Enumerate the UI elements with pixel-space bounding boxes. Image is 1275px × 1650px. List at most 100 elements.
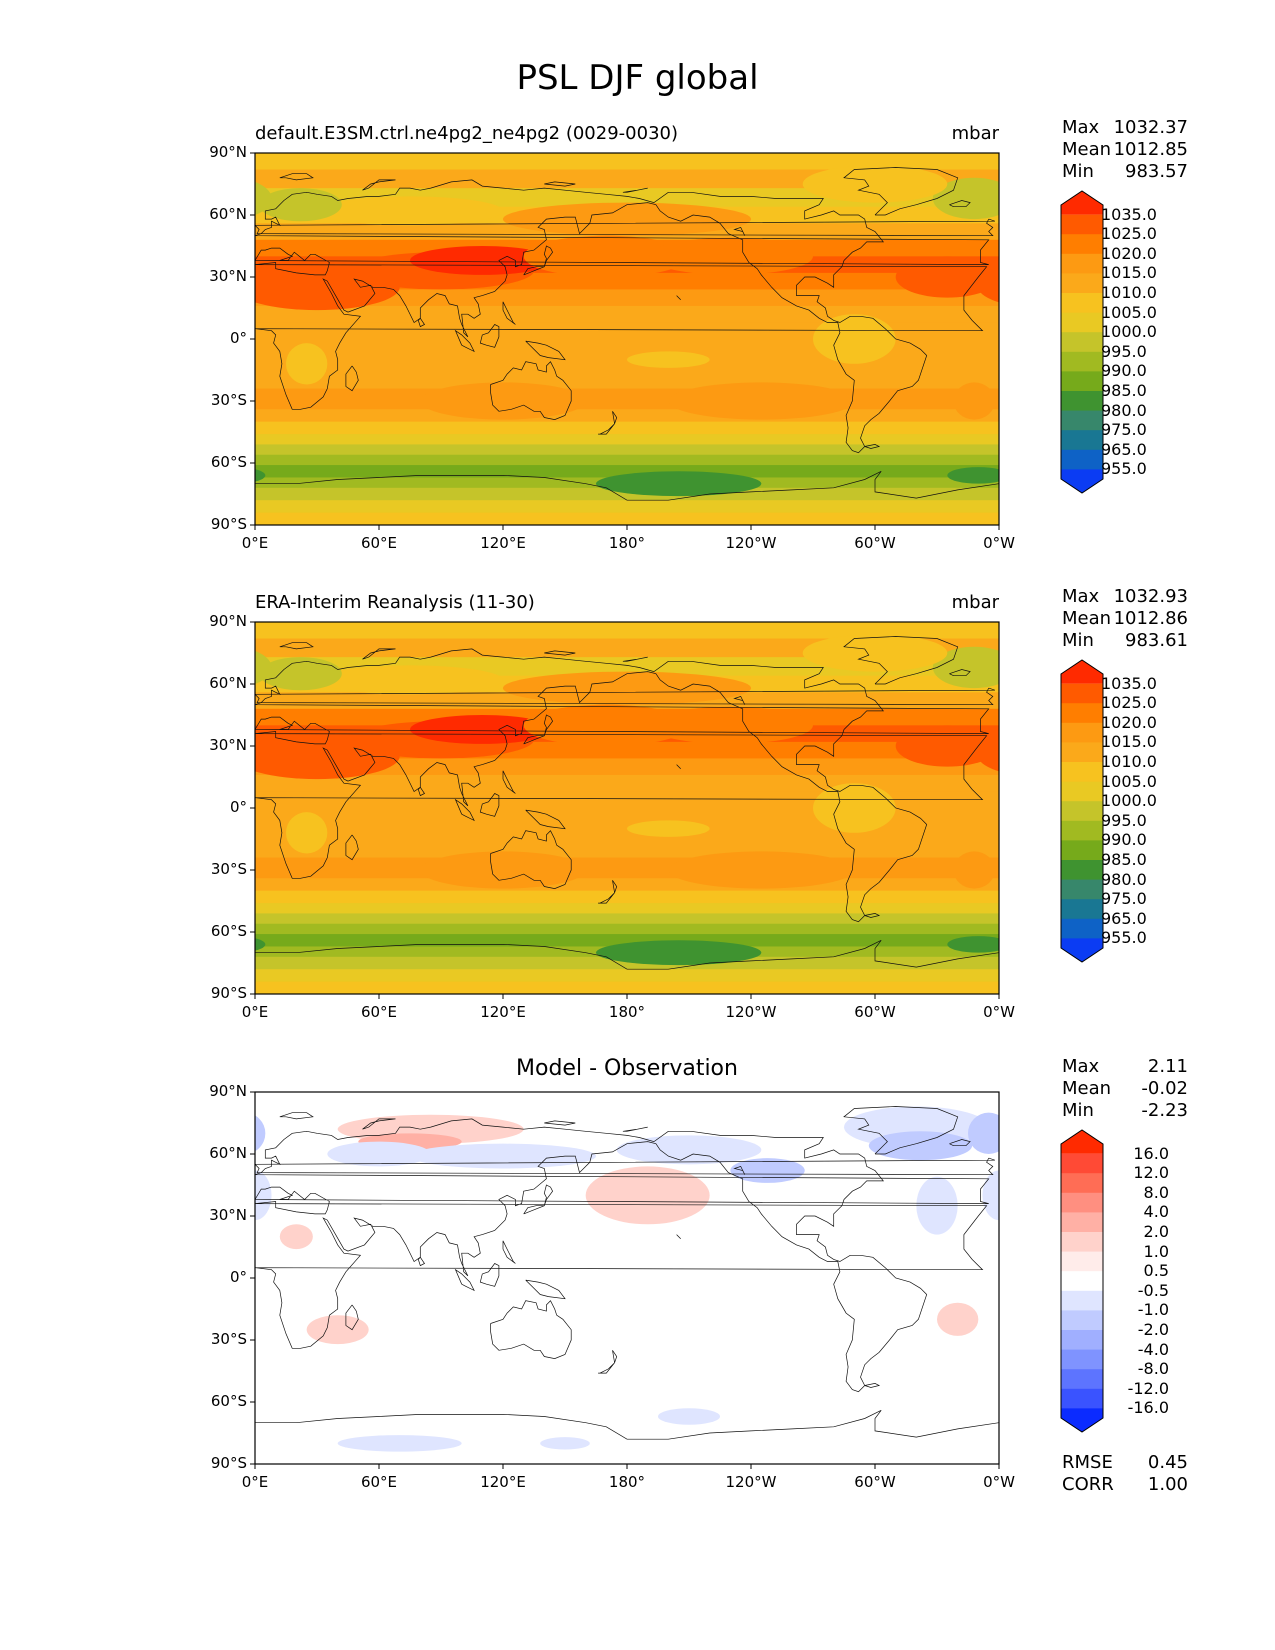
coastline — [255, 1118, 990, 1393]
coastline — [843, 167, 959, 216]
contour-region — [69, 783, 152, 833]
colorbar-tick-label: 8.0 — [1143, 1182, 1169, 1202]
coastline — [255, 218, 996, 237]
lat-tick-label: 30°S — [210, 860, 247, 878]
stat-value: 1032.37 — [1113, 117, 1188, 138]
colorbar-segment — [1061, 1290, 1103, 1311]
stat-row: Min -2.23 — [1062, 1100, 1188, 1122]
panel-units: mbar — [951, 123, 999, 144]
contour-band — [255, 153, 999, 171]
colorbar-segment — [1061, 840, 1103, 861]
contour-region — [947, 467, 999, 484]
colorbar — [1060, 190, 1104, 494]
stat-row: Max 1032.93 — [1062, 586, 1188, 608]
coastline — [255, 470, 999, 501]
contour-region — [1164, 851, 1275, 888]
contour-band — [255, 913, 999, 925]
contour-region — [730, 1158, 805, 1183]
colorbar-tick-label: -0.5 — [1137, 1280, 1169, 1300]
contour-region — [802, 165, 948, 203]
lon-tick-label: 0°E — [241, 1473, 269, 1491]
coastline — [864, 913, 881, 918]
contour-region — [585, 1166, 710, 1225]
stat-label: Max — [1062, 586, 1100, 607]
stat-row: Mean -0.02 — [1062, 1078, 1188, 1100]
contour-region — [1164, 382, 1275, 419]
contour-region — [953, 382, 995, 420]
colorbar-tick-label: 990.0 — [1101, 830, 1147, 850]
colorbar-segment — [1061, 1251, 1103, 1272]
colorbar-tick-label: 985.0 — [1101, 850, 1147, 869]
lat-tick-label: 30°N — [209, 1206, 247, 1224]
stat-row: RMSE 0.45 — [1062, 1452, 1188, 1474]
lat-tick-label: 60°N — [209, 205, 247, 223]
colorbar-segment — [1061, 1369, 1103, 1390]
contour-region — [503, 671, 751, 705]
lat-tick-label: 60°S — [210, 453, 247, 471]
stat-row: CORR 1.00 — [1062, 1474, 1188, 1496]
contour-region — [0, 851, 110, 888]
stat-value: 0.45 — [1147, 1452, 1188, 1473]
coastline — [362, 179, 396, 191]
contour-band — [255, 487, 999, 501]
coastline — [479, 793, 500, 817]
colorbar-segment — [1061, 234, 1103, 255]
lon-tick-label: 120°E — [480, 534, 526, 552]
colorbar-tick-label: 1000.0 — [1101, 791, 1157, 811]
contour-region — [0, 1158, 61, 1183]
lat-tick-label: 30°N — [209, 267, 247, 285]
stat-row: Min 983.61 — [1062, 630, 1188, 652]
coastline — [843, 1106, 959, 1155]
coastline — [417, 1256, 426, 1267]
contour-region — [306, 1315, 369, 1345]
contour-band — [255, 347, 999, 369]
stat-value: -2.23 — [1141, 1100, 1188, 1121]
colorbar-tick-label: 4.0 — [1143, 1202, 1169, 1222]
colorbar-tick-label: 0.5 — [1143, 1261, 1169, 1281]
contour-band — [255, 434, 999, 445]
lat-tick-label: 90°S — [210, 515, 247, 533]
colorbar-segment — [1061, 391, 1103, 412]
stat-value: 2.11 — [1147, 1056, 1188, 1077]
colorbar — [1060, 1129, 1104, 1433]
contour-band — [255, 774, 999, 792]
colorbar-segment — [1061, 1130, 1103, 1154]
contour-band — [255, 409, 999, 423]
map-panel-reference — [0, 621, 1275, 999]
coastline — [622, 656, 648, 662]
colorbar-segment — [1061, 273, 1103, 294]
contour-band — [255, 890, 999, 904]
colorbar-segment — [1061, 938, 1103, 962]
contour-region — [813, 783, 896, 833]
coastline — [255, 1157, 996, 1176]
contour-band — [255, 816, 999, 838]
contour-region — [0, 672, 7, 705]
colorbar-segment — [1061, 1153, 1103, 1174]
coastline — [523, 1184, 554, 1215]
colorbar-tick-label: 16.0 — [1133, 1143, 1169, 1163]
lon-tick-label: 180° — [608, 1003, 646, 1021]
coastline — [479, 324, 500, 348]
stat-value: 1.00 — [1147, 1474, 1188, 1495]
contour-region — [317, 665, 503, 695]
colorbar-segment — [1061, 449, 1103, 470]
contour-region — [968, 1112, 999, 1154]
coastline — [345, 365, 359, 392]
contour-region — [627, 351, 710, 368]
map-panel-test — [250, 152, 1275, 530]
coastline — [622, 1126, 648, 1132]
contour-fill — [255, 153, 1275, 525]
lon-tick-label: 0°E — [241, 534, 269, 552]
lat-tick-label: 60°S — [210, 922, 247, 940]
coastline — [279, 642, 314, 650]
contour-band — [255, 981, 999, 994]
colorbar-segment — [1061, 1271, 1103, 1292]
contour-region — [410, 246, 555, 275]
lon-tick-label: 180° — [608, 534, 646, 552]
contour-band — [255, 465, 999, 478]
contour-region — [0, 707, 69, 744]
contour-band — [255, 305, 999, 323]
stat-row: Mean 1012.85 — [1062, 139, 1188, 161]
coastline — [676, 1234, 681, 1239]
panel-units: mbar — [951, 592, 999, 613]
